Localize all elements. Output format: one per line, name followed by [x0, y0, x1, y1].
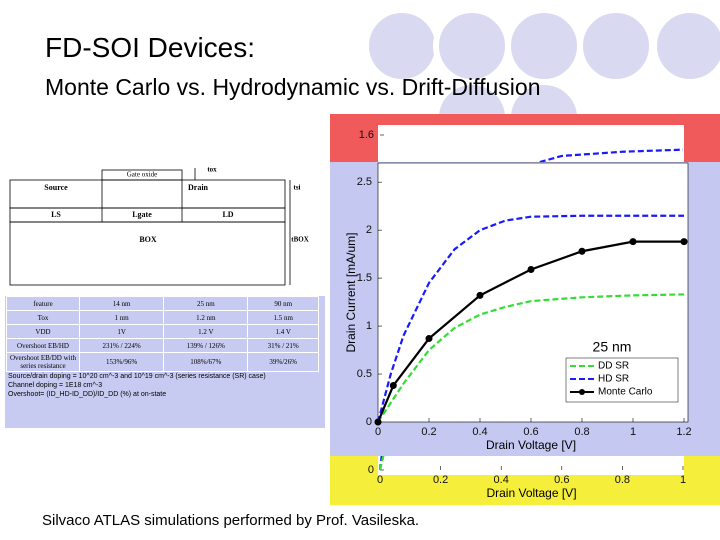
y-tick-label: 1.6: [359, 129, 374, 141]
table-cell: 231% / 224%: [78, 338, 165, 353]
x-tick-label: 0.6: [523, 426, 538, 438]
device-table: feature 14 nm 25 nm 90 nm Tox 1 nm 1.2 nm 1.5 n…: [5, 296, 325, 428]
legend-label: DD SR: [598, 361, 629, 372]
legend-marker: [579, 389, 585, 395]
data-point: [578, 247, 586, 255]
table-notes: Source/drain doping = 10^20 cm^-3 and 10…: [5, 372, 325, 399]
diagram-label: LS: [51, 210, 61, 219]
front-chart: 0 0.5 1 1.5 2 2.5 0 0.2 0.4 0.6 0.8 1 1.2 Drain Volta…: [344, 176, 691, 452]
x-axis-label: Drain Voltage [V]: [486, 438, 576, 452]
footer-credit: Silvaco ATLAS simulations performed by P…: [42, 512, 420, 529]
y-tick-label: 0: [368, 464, 374, 476]
table-cell: Overshoot EB/DD with series resistance: [6, 352, 80, 372]
data-point: [425, 335, 433, 343]
x-tick-label: 0.2: [433, 474, 448, 486]
circle: [363, 7, 441, 85]
diagram-label: Lgate: [132, 210, 152, 219]
table-cell: Overshoot EB/HD: [6, 338, 80, 353]
table-cell: 1.5 nm: [247, 310, 319, 325]
x-tick-label: 0.6: [554, 474, 569, 486]
table-cell: 1.4 V: [247, 324, 319, 339]
table-cell: feature: [6, 296, 80, 311]
x-tick-label: 0.2: [421, 426, 436, 438]
x-tick-label: 1.2: [676, 426, 691, 438]
circle: [505, 7, 583, 85]
data-point: [527, 265, 535, 273]
x-tick-label: 0.4: [472, 426, 487, 438]
table-cell: 90 nm: [247, 296, 319, 311]
table-row: feature 14 nm 25 nm 90 nm: [6, 296, 319, 311]
diagram-label: Drain: [188, 183, 209, 192]
circle: [577, 7, 655, 85]
x-tick-label: 1: [630, 426, 636, 438]
y-tick-label: 2.5: [357, 176, 372, 188]
table-cell: 153%/96%: [78, 352, 165, 372]
y-tick-label: 2: [366, 224, 372, 236]
table-note: Source/drain doping = 10^20 cm^-3 and 10…: [8, 373, 266, 380]
x-tick-label: 0.8: [574, 426, 589, 438]
y-tick-label: 0.5: [357, 368, 372, 380]
legend-label: HD SR: [598, 374, 629, 385]
series-line: [376, 214, 684, 423]
x-tick-label: 0.8: [615, 474, 630, 486]
circle: [651, 7, 720, 85]
table-cell: 1 nm: [78, 310, 165, 325]
table-note: Channel doping = 1E18 cm^-3: [8, 382, 103, 389]
data-point: [476, 291, 484, 299]
table-cell: 25 nm: [163, 296, 249, 311]
y-tick-label: 1: [366, 320, 372, 332]
table-cell: 139% / 126%: [163, 338, 249, 353]
table-row: Overshoot EB/HD 231% / 224% 139% / 126% 31%…: [6, 338, 319, 353]
table-cell: 31% / 21%: [247, 338, 319, 353]
diagram-label: tBOX: [291, 236, 309, 244]
table-cell: 108%/67%: [163, 352, 249, 372]
data-point: [629, 238, 637, 246]
device-diagram: [9, 168, 291, 286]
table: feature 14 nm 25 nm 90 nm Tox 1 nm 1.2 nm 1.5 n…: [6, 296, 319, 372]
x-axis-label: Drain Voltage [V]: [486, 486, 576, 500]
series-line: [377, 293, 685, 423]
data-point: [374, 418, 382, 426]
y-tick-label: 1.5: [357, 272, 372, 284]
diagram-label: BOX: [139, 235, 157, 244]
table-cell: 1V: [78, 324, 165, 339]
table-cell: Tox: [6, 310, 80, 325]
circle: [433, 7, 511, 85]
table-note: Overshoot= (ID_HD-ID_DD)/ID_DD (%) at on…: [8, 391, 167, 398]
table-cell: 14 nm: [78, 296, 165, 311]
table-cell: VDD: [6, 324, 80, 339]
diagram-label: Gate oxide: [127, 171, 158, 179]
x-tick-label: 0: [375, 426, 381, 438]
x-tick-label: 0: [377, 474, 383, 486]
annotation: 25 nm: [593, 339, 632, 355]
data-point: [680, 238, 688, 246]
x-tick-label: 0.4: [494, 474, 509, 486]
slide-title: FD-SOI Devices:: [45, 32, 256, 63]
legend-label: Monte Carlo: [598, 387, 653, 398]
table-cell: 1.2 V: [163, 324, 249, 339]
diagram-label: tox: [207, 166, 217, 174]
decorative-circles: [363, 7, 720, 157]
diagram-label: Source: [44, 183, 68, 192]
data-point: [389, 382, 397, 390]
table-cell: 39%/26%: [247, 352, 319, 372]
diagram-label: tsi: [294, 184, 301, 192]
diagram-label: LD: [222, 210, 233, 219]
slide-subtitle: Monte Carlo vs. Hydrodynamic vs. Drift-D…: [45, 74, 541, 100]
series-line: [376, 240, 684, 423]
x-tick-label: 1: [680, 474, 686, 486]
table-row: Tox 1 nm 1.2 nm 1.5 nm: [6, 310, 319, 325]
y-tick-label: 0: [366, 416, 372, 428]
table-cell: 1.2 nm: [163, 310, 249, 325]
box-layer: [9, 221, 286, 286]
y-axis-label: Drain Current [mA/um]: [344, 232, 358, 352]
table-row: VDD 1V 1.2 V 1.4 V: [6, 324, 319, 339]
table-row: Overshoot EB/DD with series resistance 15…: [6, 352, 319, 372]
